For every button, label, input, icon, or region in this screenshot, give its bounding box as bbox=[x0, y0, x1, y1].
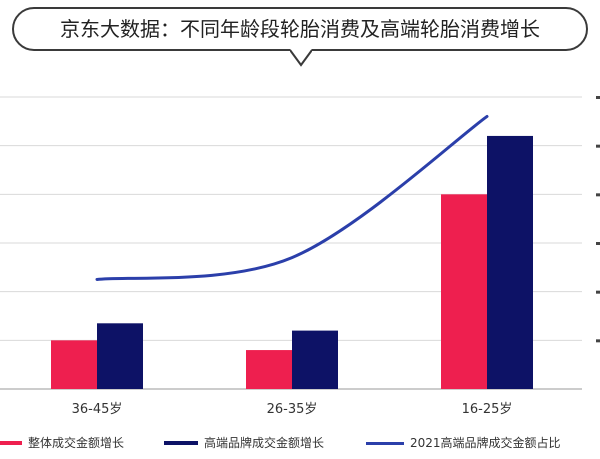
legend-swatch-premium bbox=[164, 441, 198, 445]
chart-title: 京东大数据：不同年龄段轮胎消费及高端轮胎消费增长 bbox=[60, 17, 540, 41]
chart-title-bubble: 京东大数据：不同年龄段轮胎消费及高端轮胎消费增长 bbox=[12, 7, 588, 51]
bar bbox=[292, 330, 338, 389]
legend-label-overall: 整体成交金额增长 bbox=[28, 436, 125, 450]
legend: 整体成交金额增长 高端品牌成交金额增长 2021高端品牌成交金额占比 bbox=[0, 431, 600, 455]
bar bbox=[441, 194, 487, 389]
right-axis-tick-stub bbox=[596, 242, 600, 245]
x-tick-label: 36-45岁 bbox=[72, 402, 123, 417]
right-axis-tick-stub bbox=[596, 339, 600, 343]
x-tick-label: 26-35岁 bbox=[267, 402, 318, 417]
right-axis-tick-stub bbox=[596, 193, 600, 197]
right-axis-tick-stub bbox=[596, 144, 600, 148]
legend-swatch-overall bbox=[0, 441, 22, 445]
bar bbox=[487, 135, 533, 389]
right-axis-tick-stub bbox=[596, 96, 600, 99]
x-tick-label: 16-25岁 bbox=[462, 402, 513, 417]
title-bubble-tail bbox=[290, 49, 312, 67]
series-line bbox=[95, 114, 489, 281]
legend-swatch-share bbox=[366, 442, 404, 445]
bar bbox=[246, 350, 292, 389]
right-axis-tick-stub bbox=[596, 290, 600, 294]
bar bbox=[97, 323, 143, 389]
bar bbox=[51, 340, 97, 389]
legend-label-share: 2021高端品牌成交金额占比 bbox=[410, 436, 561, 450]
legend-label-premium: 高端品牌成交金额增长 bbox=[204, 436, 325, 450]
